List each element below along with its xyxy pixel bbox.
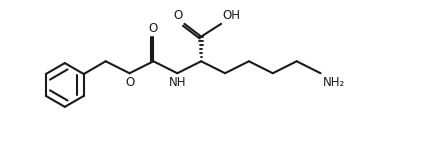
- Text: O: O: [125, 76, 134, 89]
- Text: OH: OH: [222, 9, 241, 22]
- Text: O: O: [174, 9, 183, 22]
- Text: NH: NH: [169, 76, 186, 89]
- Text: O: O: [149, 22, 158, 35]
- Text: NH₂: NH₂: [323, 76, 345, 89]
